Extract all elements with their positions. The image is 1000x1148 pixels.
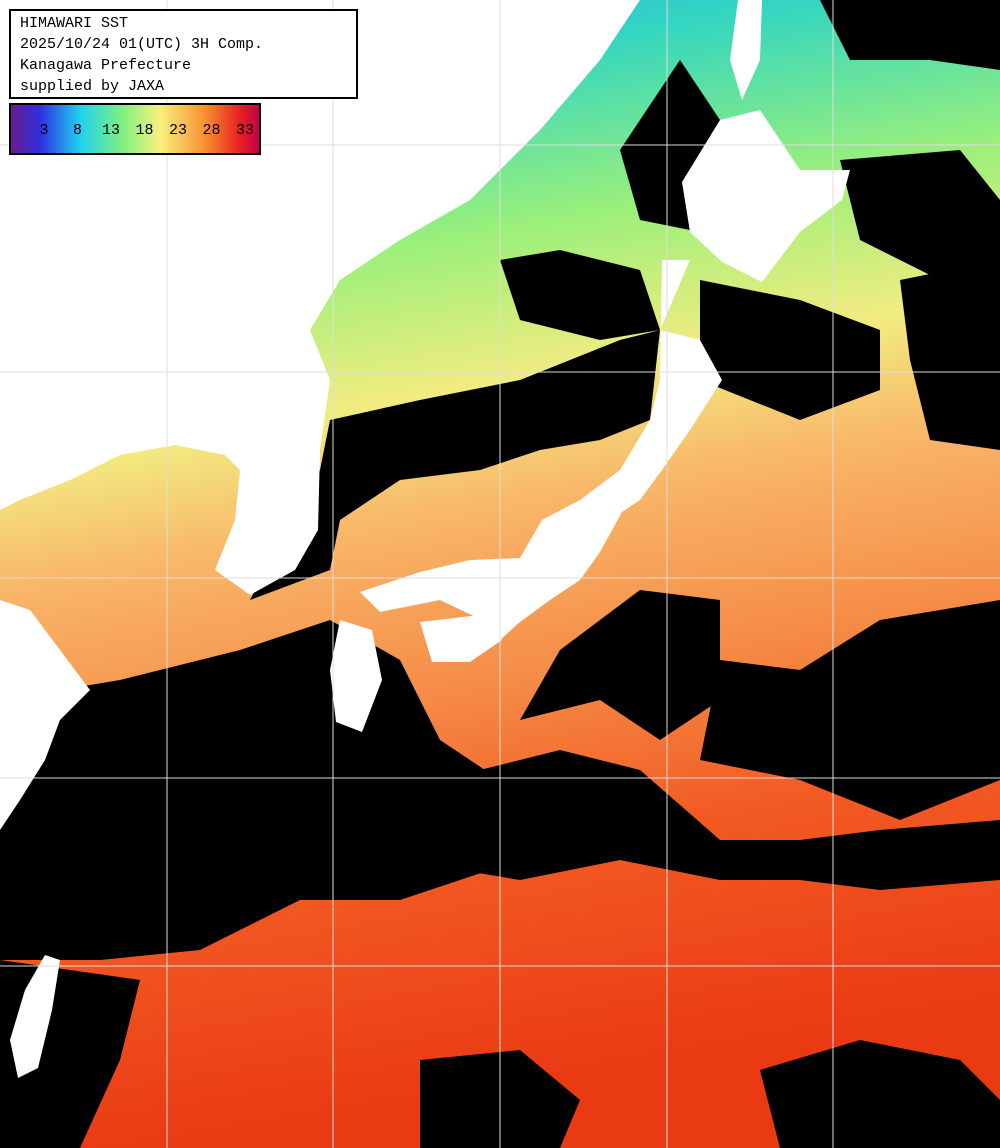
datetime: 2025/10/24 01(UTC) 3H Comp. xyxy=(20,36,263,53)
colorbar-tick-label: 18 xyxy=(135,122,153,139)
colorbar xyxy=(9,103,261,155)
colorbar-tick-label: 8 xyxy=(73,122,82,139)
colorbar-tick-label: 23 xyxy=(169,122,187,139)
colorbar-tick-label: 28 xyxy=(202,122,220,139)
info-box xyxy=(9,9,358,99)
title: HIMAWARI SST xyxy=(20,15,128,32)
region: Kanagawa Prefecture xyxy=(20,57,191,74)
colorbar-tick-label: 33 xyxy=(236,122,254,139)
colorbar-tick-label: 3 xyxy=(39,122,48,139)
colorbar-tick-label: 13 xyxy=(102,122,120,139)
credit: supplied by JAXA xyxy=(20,78,164,95)
